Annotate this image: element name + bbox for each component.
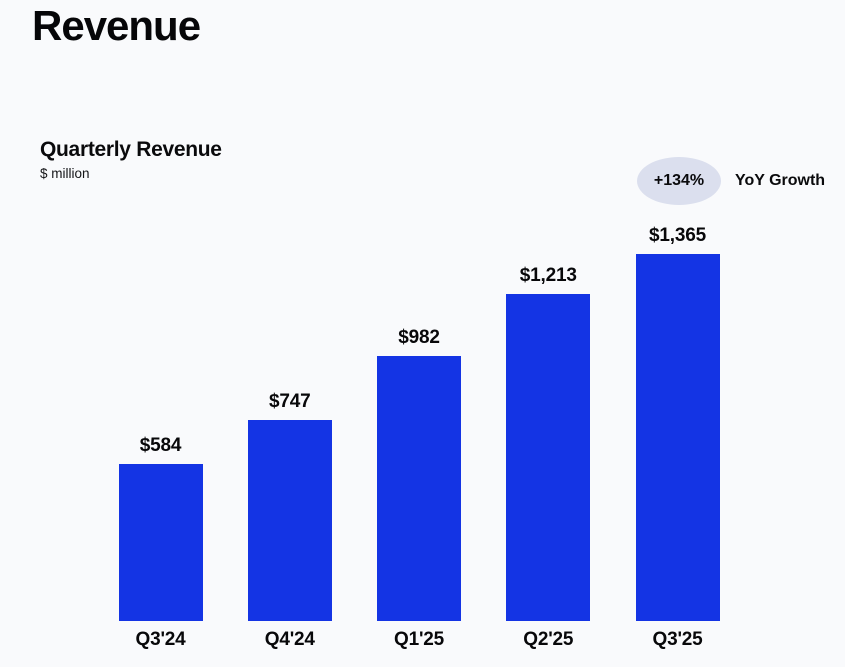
bar-group: $1,213 Q2'25 [506, 225, 591, 650]
bar-group: $747 Q4'24 [247, 225, 332, 650]
bar-group: $982 Q1'25 [377, 225, 461, 650]
chart-header: Quarterly Revenue $ million [40, 138, 222, 181]
bar [118, 464, 203, 621]
category-label: Q1'25 [394, 629, 444, 650]
yoy-growth: +134% YoY Growth [637, 157, 825, 205]
bar-value-label: $584 [139, 435, 182, 456]
yoy-growth-badge: +134% [637, 157, 721, 205]
bar-group: $584 Q3'24 [118, 225, 203, 650]
bar [247, 420, 332, 621]
category-label: Q2'25 [523, 629, 574, 650]
bar-value-label: $1,213 [519, 265, 577, 286]
bar [377, 356, 461, 621]
bar-value-label: $1,365 [649, 225, 706, 246]
quarterly-revenue-bar-chart: $584 Q3'24 $747 Q4'24 $982 Q1'25 $1,213 Q2'25 $1… [0, 225, 845, 650]
bar [635, 254, 720, 621]
chart-title: Quarterly Revenue [40, 138, 222, 161]
category-label: Q4'24 [264, 629, 315, 650]
yoy-growth-label: YoY Growth [735, 172, 826, 189]
bar [506, 294, 591, 621]
category-label: Q3'24 [135, 629, 186, 650]
bar-value-label: $982 [398, 327, 440, 348]
page-title: Revenue [32, 2, 201, 49]
bar-group: $1,365 Q3'25 [635, 225, 720, 650]
bar-value-label: $747 [269, 391, 311, 412]
category-label: Q3'25 [652, 629, 703, 650]
chart-unit-label: $ million [40, 166, 90, 181]
